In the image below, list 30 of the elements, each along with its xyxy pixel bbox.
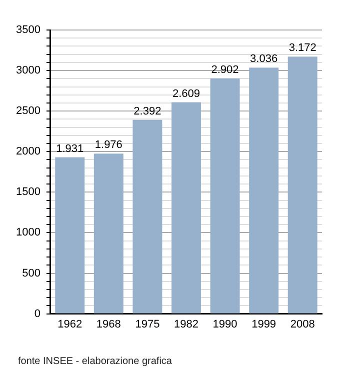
x-tick-label: 1999 — [252, 318, 276, 330]
data-label: 2.902 — [211, 64, 239, 76]
x-tick-label: 1968 — [96, 318, 121, 330]
bar — [132, 120, 162, 314]
data-label: 2.609 — [172, 88, 200, 100]
bar — [288, 56, 318, 314]
y-tick-label: 3500 — [16, 24, 40, 36]
data-label: 1.931 — [56, 142, 84, 155]
y-tick-label: 3000 — [16, 64, 40, 77]
data-label: 2.392 — [134, 105, 162, 118]
bar — [94, 154, 124, 314]
y-tick-label: 500 — [22, 267, 40, 280]
bar — [171, 102, 201, 314]
data-label: 1.976 — [94, 139, 122, 152]
y-tick-label: 0 — [34, 308, 40, 320]
bar — [210, 78, 240, 314]
x-tick-label: 1990 — [212, 318, 238, 330]
x-tick-label: 1982 — [174, 318, 198, 330]
y-tick-label: 2500 — [16, 105, 40, 118]
y-tick-label: 1000 — [16, 226, 40, 239]
y-tick-label: 2000 — [16, 146, 40, 158]
bar — [249, 68, 279, 314]
x-tick-label: 1975 — [135, 318, 160, 330]
source-note: fonte INSEE - elaborazione grafica — [18, 356, 172, 367]
y-tick-label: 1500 — [16, 186, 40, 198]
x-tick-label: 2008 — [290, 318, 315, 330]
data-label: 3.036 — [250, 53, 278, 66]
bar — [55, 157, 85, 314]
x-tick-label: 1962 — [58, 318, 82, 330]
data-label: 3.172 — [288, 42, 316, 54]
